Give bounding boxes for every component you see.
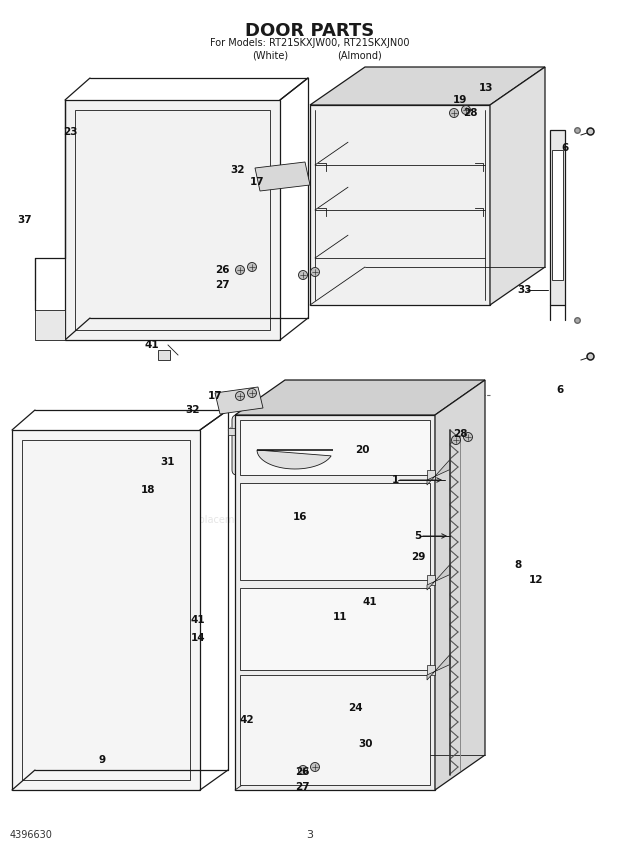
Polygon shape [35, 310, 65, 340]
Text: 20: 20 [355, 445, 370, 455]
Text: For Models: RT21SKXJW00, RT21SKXJN00: For Models: RT21SKXJW00, RT21SKXJN00 [210, 38, 410, 48]
Circle shape [298, 765, 308, 775]
Polygon shape [12, 430, 200, 790]
Text: 14: 14 [191, 633, 205, 643]
Text: 32: 32 [186, 405, 200, 415]
Circle shape [461, 105, 471, 115]
Polygon shape [240, 420, 430, 475]
Text: 16: 16 [293, 512, 308, 522]
Circle shape [311, 763, 319, 771]
Text: (Almond): (Almond) [338, 50, 383, 60]
Text: 27: 27 [215, 280, 229, 290]
Circle shape [298, 270, 308, 280]
Polygon shape [235, 415, 435, 790]
Polygon shape [435, 380, 485, 790]
Text: 29: 29 [411, 552, 425, 562]
Text: 41: 41 [191, 615, 205, 625]
Circle shape [247, 263, 257, 271]
Circle shape [236, 391, 244, 401]
Text: eReplacementParts.com: eReplacementParts.com [180, 515, 299, 525]
Polygon shape [240, 588, 430, 670]
Circle shape [247, 389, 257, 397]
Text: 24: 24 [348, 703, 362, 713]
Text: 28: 28 [453, 429, 467, 439]
Text: 18: 18 [141, 485, 155, 495]
Polygon shape [427, 665, 435, 675]
Polygon shape [65, 100, 280, 340]
Polygon shape [550, 130, 565, 305]
Polygon shape [427, 655, 450, 680]
Polygon shape [427, 460, 450, 485]
Polygon shape [228, 428, 310, 435]
Text: 4396630: 4396630 [10, 830, 53, 840]
Text: 31: 31 [161, 457, 175, 467]
Text: 26: 26 [215, 265, 229, 275]
Text: 3: 3 [306, 830, 314, 840]
Text: 41: 41 [363, 597, 378, 607]
Text: 17: 17 [208, 391, 223, 401]
Text: 32: 32 [231, 165, 246, 175]
Circle shape [450, 109, 459, 117]
Text: 5: 5 [414, 531, 422, 541]
Polygon shape [552, 150, 563, 280]
Text: 1: 1 [391, 475, 399, 485]
Ellipse shape [246, 427, 300, 462]
Text: 42: 42 [240, 715, 254, 725]
Polygon shape [240, 675, 430, 785]
FancyBboxPatch shape [232, 415, 332, 475]
Text: 41: 41 [144, 340, 159, 350]
Text: 13: 13 [479, 83, 494, 93]
Polygon shape [310, 105, 490, 305]
Polygon shape [240, 483, 430, 580]
Text: 37: 37 [18, 215, 32, 225]
Text: 28: 28 [463, 108, 477, 118]
Text: 17: 17 [250, 177, 264, 187]
Text: 27: 27 [294, 782, 309, 792]
Circle shape [451, 436, 461, 444]
Polygon shape [427, 564, 450, 590]
Polygon shape [310, 67, 545, 105]
Circle shape [311, 267, 319, 276]
Text: 6: 6 [561, 143, 569, 153]
Polygon shape [255, 162, 310, 191]
Text: DOOR PARTS: DOOR PARTS [246, 22, 374, 40]
Polygon shape [427, 575, 435, 585]
Polygon shape [235, 380, 485, 415]
Text: 9: 9 [99, 755, 105, 765]
Text: 30: 30 [359, 739, 373, 749]
Text: 23: 23 [63, 127, 78, 137]
Text: (White): (White) [252, 50, 288, 60]
Text: 26: 26 [294, 767, 309, 777]
Text: 19: 19 [453, 95, 467, 105]
Text: 6: 6 [556, 385, 564, 395]
Text: 33: 33 [518, 285, 532, 295]
Polygon shape [427, 470, 435, 480]
Text: 8: 8 [515, 560, 521, 570]
Polygon shape [490, 67, 545, 305]
Circle shape [236, 265, 244, 275]
Bar [158, 350, 170, 360]
Circle shape [464, 432, 472, 442]
Text: 12: 12 [529, 575, 543, 585]
Text: 11: 11 [333, 612, 347, 622]
Polygon shape [257, 450, 333, 469]
Polygon shape [215, 387, 263, 414]
